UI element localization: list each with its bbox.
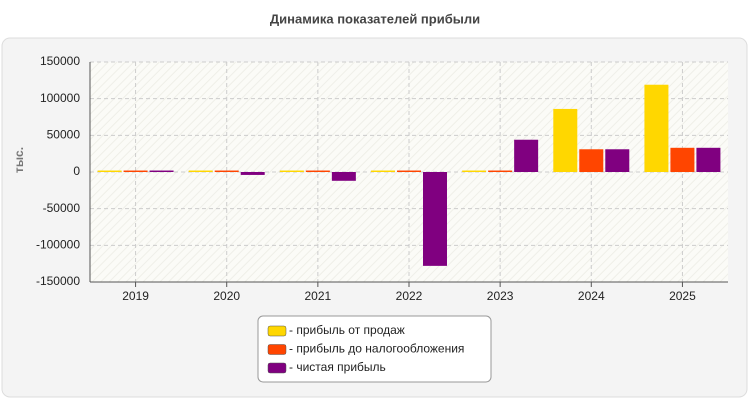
bar xyxy=(553,108,578,172)
bar xyxy=(305,170,330,172)
y-tick-label: 0 xyxy=(73,164,80,178)
x-tick-label: 2024 xyxy=(578,289,605,303)
legend xyxy=(257,315,492,383)
legend-swatch xyxy=(267,344,287,355)
y-tick-label: 50000 xyxy=(47,128,81,142)
x-tick-label: 2020 xyxy=(213,289,240,303)
bar xyxy=(279,170,304,172)
y-axis-label: тыс. xyxy=(12,147,26,173)
bar xyxy=(371,170,395,172)
x-tick-label: 2023 xyxy=(487,289,514,303)
x-tick-label: 2019 xyxy=(122,289,149,303)
x-tick-label: 2021 xyxy=(305,289,332,303)
bar xyxy=(423,172,447,266)
x-tick-label: 2022 xyxy=(396,289,423,303)
legend-label: - чистая прибыль xyxy=(289,360,386,374)
y-tick-label: -150000 xyxy=(36,274,80,288)
bar xyxy=(488,170,513,172)
bar xyxy=(579,149,604,172)
legend-swatch xyxy=(267,362,287,374)
chart-title: Динамика показателей прибыли xyxy=(270,11,480,26)
y-tick-label: 150000 xyxy=(40,54,80,68)
bar xyxy=(188,170,213,172)
bar xyxy=(644,84,669,172)
legend-label: - прибыль от продаж xyxy=(289,323,405,337)
bar xyxy=(462,170,487,172)
bar xyxy=(696,147,721,172)
bar xyxy=(214,170,239,172)
legend-swatch xyxy=(267,325,287,337)
y-tick-label: 100000 xyxy=(40,91,80,105)
bar xyxy=(397,170,421,172)
bar xyxy=(97,170,122,172)
bar xyxy=(605,149,630,172)
y-tick-label: -100000 xyxy=(36,238,80,252)
y-tick-label: -50000 xyxy=(43,201,81,215)
x-tick-label: 2025 xyxy=(669,289,696,303)
bar xyxy=(514,139,539,172)
bar xyxy=(149,170,174,172)
bar xyxy=(240,172,265,175)
bar xyxy=(670,147,695,172)
bar xyxy=(331,172,356,181)
legend-label: - прибыль до налогообложения xyxy=(289,342,464,356)
bar xyxy=(123,170,148,172)
